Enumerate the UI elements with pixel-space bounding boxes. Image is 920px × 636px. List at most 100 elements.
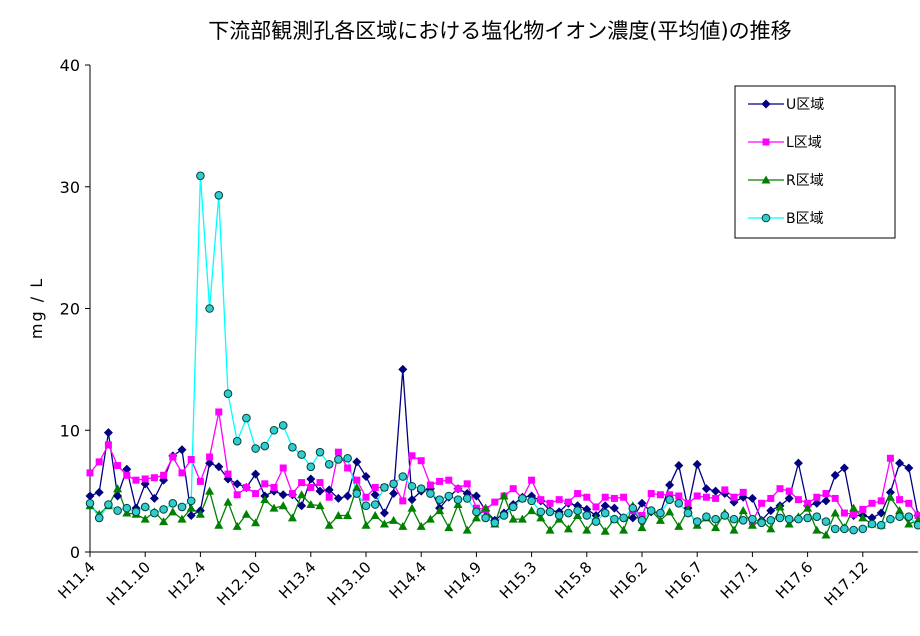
data-point bbox=[344, 454, 352, 462]
data-point bbox=[905, 500, 912, 507]
data-point bbox=[123, 504, 131, 512]
data-point bbox=[758, 519, 766, 527]
data-point bbox=[371, 501, 379, 509]
data-point bbox=[114, 507, 122, 515]
y-tick-label: 30 bbox=[60, 178, 80, 197]
data-point bbox=[390, 480, 398, 488]
data-point bbox=[749, 515, 757, 523]
data-point bbox=[436, 478, 443, 485]
data-point bbox=[427, 482, 434, 489]
data-point bbox=[289, 443, 297, 451]
data-point bbox=[731, 494, 738, 501]
data-point bbox=[473, 508, 481, 516]
data-point bbox=[206, 454, 213, 461]
data-point bbox=[188, 456, 195, 463]
data-point bbox=[868, 520, 876, 528]
data-point bbox=[197, 172, 205, 180]
data-point bbox=[307, 484, 314, 491]
data-point bbox=[271, 484, 278, 491]
data-point bbox=[758, 500, 765, 507]
data-point bbox=[693, 518, 701, 526]
legend-label: L区域 bbox=[786, 135, 822, 151]
data-point bbox=[169, 454, 176, 461]
data-point bbox=[289, 490, 296, 497]
data-point bbox=[261, 480, 268, 487]
data-point bbox=[767, 517, 775, 525]
data-point bbox=[721, 486, 728, 493]
data-point bbox=[850, 511, 857, 518]
data-point bbox=[620, 514, 628, 522]
data-point bbox=[813, 494, 820, 501]
data-point bbox=[859, 525, 867, 533]
data-point bbox=[721, 512, 729, 520]
data-point bbox=[335, 449, 342, 456]
data-point bbox=[823, 490, 830, 497]
data-point bbox=[509, 503, 517, 511]
data-point bbox=[574, 490, 581, 497]
data-point bbox=[316, 448, 324, 456]
data-point bbox=[399, 473, 407, 481]
data-point bbox=[270, 426, 278, 434]
data-point bbox=[160, 472, 167, 479]
data-point bbox=[629, 504, 637, 512]
data-point bbox=[583, 494, 590, 501]
data-point bbox=[362, 502, 370, 510]
data-point bbox=[583, 512, 591, 520]
data-point bbox=[454, 496, 462, 504]
data-point bbox=[703, 513, 711, 521]
data-point bbox=[363, 494, 370, 501]
y-axis-label: mg / L bbox=[27, 277, 46, 339]
data-point bbox=[151, 474, 158, 481]
data-point bbox=[528, 477, 535, 484]
data-point bbox=[261, 442, 269, 450]
data-point bbox=[160, 506, 168, 514]
data-point bbox=[795, 515, 803, 523]
legend-marker bbox=[763, 139, 770, 146]
data-point bbox=[813, 513, 821, 521]
y-tick-label: 10 bbox=[60, 421, 80, 440]
data-point bbox=[326, 494, 333, 501]
data-point bbox=[694, 492, 701, 499]
data-point bbox=[841, 510, 848, 517]
data-point bbox=[187, 497, 195, 505]
data-point bbox=[850, 526, 858, 534]
data-point bbox=[353, 490, 361, 498]
data-point bbox=[914, 521, 920, 529]
data-point bbox=[786, 488, 793, 495]
data-point bbox=[417, 485, 425, 493]
data-point bbox=[436, 496, 444, 504]
data-point bbox=[279, 422, 287, 430]
data-point bbox=[132, 508, 140, 516]
data-point bbox=[776, 514, 784, 522]
data-point bbox=[408, 482, 416, 490]
data-point bbox=[795, 496, 802, 503]
data-point bbox=[243, 484, 250, 491]
data-point bbox=[353, 477, 360, 484]
data-point bbox=[418, 457, 425, 464]
data-point bbox=[335, 456, 343, 464]
data-point bbox=[445, 477, 452, 484]
legend-label: R区域 bbox=[786, 173, 824, 189]
data-point bbox=[537, 496, 544, 503]
y-tick-label: 0 bbox=[70, 543, 80, 562]
data-point bbox=[409, 452, 416, 459]
data-point bbox=[86, 500, 94, 508]
data-point bbox=[141, 503, 149, 511]
data-point bbox=[859, 506, 866, 513]
data-point bbox=[638, 517, 646, 525]
data-point bbox=[831, 525, 839, 533]
data-point bbox=[455, 485, 462, 492]
data-point bbox=[445, 492, 453, 500]
data-point bbox=[307, 463, 315, 471]
data-point bbox=[215, 408, 222, 415]
data-point bbox=[381, 484, 389, 492]
data-point bbox=[675, 500, 683, 508]
data-point bbox=[519, 495, 527, 503]
data-point bbox=[215, 191, 223, 199]
data-point bbox=[114, 462, 121, 469]
data-point bbox=[565, 509, 573, 517]
data-point bbox=[896, 513, 904, 521]
data-point bbox=[602, 494, 609, 501]
data-point bbox=[298, 451, 306, 459]
